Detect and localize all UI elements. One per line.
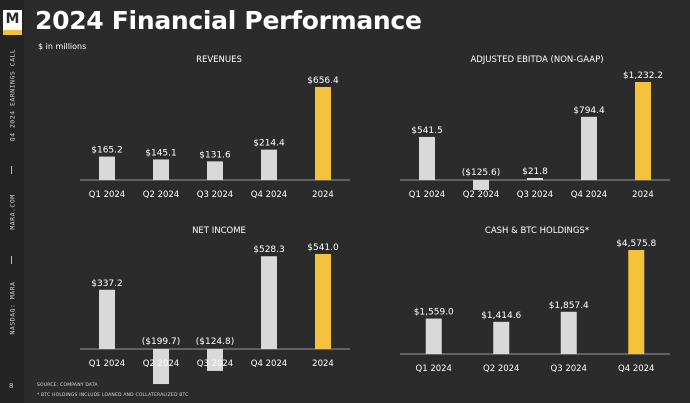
bar-q1-2024	[425, 318, 442, 354]
category-label: Q4 2024	[251, 190, 287, 200]
sidebar-text-website: MARA.COM	[8, 194, 17, 230]
data-label: $165.2	[91, 146, 123, 156]
bar-q1-2024	[99, 156, 115, 180]
category-label: 2024	[632, 190, 654, 200]
page-subtitle: $ in millions	[38, 42, 87, 51]
data-label: $131.6	[199, 150, 231, 160]
category-label: 2024	[312, 359, 334, 369]
chart-title-net-income: NET INCOME	[192, 226, 246, 236]
category-label: Q2 2024	[143, 359, 179, 369]
data-label: ($124.8)	[196, 337, 235, 347]
data-label: $21.8	[522, 167, 548, 177]
bar-q3-2024	[527, 178, 543, 180]
data-label: $1,414.6	[481, 311, 521, 321]
logo-letter: M	[5, 11, 20, 27]
data-label: $541.5	[411, 126, 443, 136]
cash-btc-holdings-chart: $1,559.0 Q1 2024 $1,414.6 Q2 2024 $1,857.4 Q3…	[400, 239, 670, 374]
category-label: Q2 2024	[463, 190, 499, 200]
sidebar: M Q4 2024 EARNINGS CALL MARA.COM NASDAQ:…	[0, 0, 24, 403]
bar-q2-2024	[493, 321, 510, 354]
bar-2024	[315, 254, 331, 349]
bar-2024	[315, 87, 331, 180]
sidebar-text-earnings-call: Q4 2024 EARNINGS CALL	[7, 48, 16, 142]
page-number: 8	[9, 382, 14, 390]
data-label: ($125.6)	[462, 168, 501, 178]
category-label: Q3 2024	[197, 190, 233, 200]
chart-title-adjusted-ebitda: ADJUSTED EBITDA (NON-GAAP)	[470, 55, 604, 65]
data-label: $1,559.0	[414, 308, 454, 318]
bar-q4-2024	[261, 256, 277, 349]
sidebar-divider	[11, 256, 12, 264]
bar-q1-2024	[99, 289, 115, 349]
data-label: $656.4	[307, 76, 339, 86]
page-title: 2024 Financial Performance	[35, 6, 422, 35]
category-label: Q1 2024	[416, 364, 452, 374]
category-label: Q3 2024	[517, 190, 553, 200]
chart-title-revenues: REVENUES	[196, 55, 242, 65]
category-label: Q1 2024	[89, 190, 125, 200]
category-label: Q3 2024	[197, 359, 233, 369]
category-label: Q4 2024	[251, 359, 287, 369]
data-label: $145.1	[145, 148, 177, 158]
data-label: $528.3	[253, 245, 285, 255]
bar-q2-2024	[153, 349, 169, 385]
revenues-chart: $165.2 Q1 2024 $145.1 Q2 2024 $131.6 Q3 2024 $…	[80, 76, 350, 200]
bar-q4-2024	[261, 149, 277, 180]
sidebar-divider	[11, 166, 12, 174]
chart-title-cash-btc: CASH & BTC HOLDINGS*	[484, 226, 590, 236]
data-label: $214.4	[253, 139, 285, 149]
net-income-chart: $337.2 Q1 2024 ($199.7) Q2 2024 ($124.8) Q3 2…	[80, 243, 350, 385]
category-label: Q3 2024	[551, 364, 587, 374]
bar-q2-2024	[153, 159, 169, 180]
mara-logo: M	[3, 10, 22, 35]
footnote-source: SOURCE: COMPANY DATA	[37, 383, 98, 388]
bar-2024	[635, 82, 651, 180]
bar-q2-2024	[473, 180, 489, 190]
footnote-btc: * BTC HOLDINGS INCLUDE LOANED AND COLLAT…	[37, 393, 189, 398]
category-label: Q2 2024	[143, 190, 179, 200]
category-label: Q1 2024	[89, 359, 125, 369]
bar-q3-2024	[207, 161, 223, 180]
category-label: Q4 2024	[571, 190, 607, 200]
bar-q3-2024	[560, 311, 577, 354]
category-label: 2024	[312, 190, 334, 200]
bar-q4-2024	[581, 116, 597, 180]
adjusted-ebitda-chart: $541.5 Q1 2024 ($125.6) Q2 2024 $21.8 Q3 2024…	[400, 71, 670, 200]
logo-accent-bar	[3, 30, 22, 35]
category-label: Q2 2024	[483, 364, 519, 374]
data-label: $794.4	[573, 106, 605, 116]
data-label: ($199.7)	[142, 337, 181, 347]
bar-q4-2024	[628, 250, 645, 354]
bar-q1-2024	[419, 136, 435, 180]
category-label: Q4 2024	[618, 364, 654, 374]
data-label: $1,232.2	[623, 71, 663, 81]
data-label: $4,575.8	[616, 239, 656, 249]
bar-q3-2024	[207, 349, 223, 371]
data-label: $337.2	[91, 279, 123, 289]
category-label: Q1 2024	[409, 190, 445, 200]
data-label: $541.0	[307, 243, 339, 253]
sidebar-text-ticker: NASDAQ: MARA	[7, 281, 16, 335]
data-label: $1,857.4	[549, 301, 589, 311]
